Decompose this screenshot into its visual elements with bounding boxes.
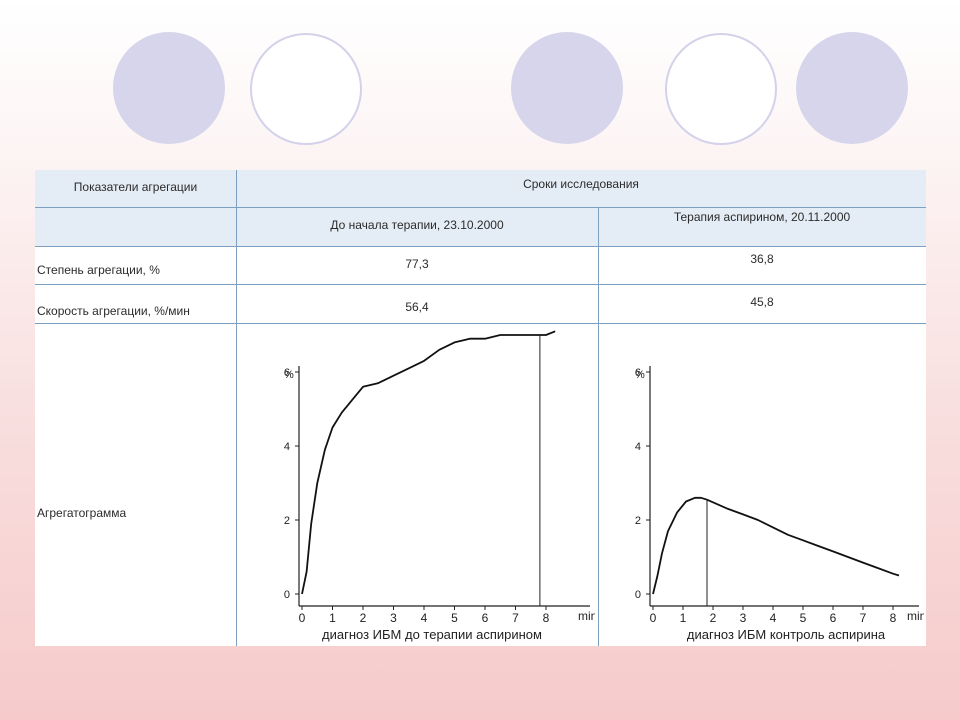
y-axis-label: % <box>635 369 645 381</box>
header-indicators: Показатели агрегации <box>73 180 198 194</box>
y-tick-label: 0 <box>635 589 641 601</box>
y-tick-label: 2 <box>284 515 290 527</box>
table-rule <box>35 323 926 324</box>
aggregation-curve <box>301 330 556 595</box>
x-tick-label: 5 <box>800 611 807 625</box>
decor-circle-5 <box>796 32 908 144</box>
header-terms: Сроки исследования <box>523 177 639 191</box>
table-rule <box>35 207 926 208</box>
x-tick-label: 3 <box>390 611 397 625</box>
x-tick-label: 4 <box>770 611 777 625</box>
x-tick-label: 2 <box>710 611 717 625</box>
y-tick-label: 4 <box>284 441 290 453</box>
y-tick-label: 6 <box>635 367 641 379</box>
column-header-before-therapy: До начала терапии, 23.10.2000 <box>330 218 504 232</box>
row-label-degree: Степень агрегации, % <box>37 263 160 277</box>
table-header-bg <box>35 170 926 246</box>
y-axis-label: % <box>284 369 294 381</box>
y-tick-label: 4 <box>635 441 641 453</box>
y-tick-label: 6 <box>284 367 290 379</box>
table-rule <box>598 207 599 646</box>
x-tick-label: 0 <box>650 611 657 625</box>
chart-caption: диагноз ИБМ контроль аспирина <box>687 627 886 642</box>
value-speed-after: 45,8 <box>750 295 774 309</box>
x-unit-label: min <box>578 609 595 623</box>
x-tick-label: 7 <box>860 611 867 625</box>
column-header-aspirin-therapy: Терапия аспирином, 20.11.2000 <box>673 210 851 224</box>
decor-circle-1 <box>113 32 225 144</box>
x-unit-label: min <box>907 609 924 623</box>
x-tick-label: 1 <box>329 611 336 625</box>
x-tick-label: 5 <box>451 611 458 625</box>
x-tick-label: 0 <box>299 611 306 625</box>
value-degree-after: 36,8 <box>750 252 774 266</box>
x-tick-label: 2 <box>360 611 367 625</box>
decor-circle-4 <box>665 33 777 145</box>
x-tick-label: 4 <box>421 611 428 625</box>
aggregation-curve <box>652 496 900 595</box>
y-tick-label: 2 <box>635 515 641 527</box>
decor-circle-2 <box>250 33 362 145</box>
row-label-aggregatogram: Агрегатограмма <box>37 506 127 520</box>
y-tick-label: 0 <box>284 589 290 601</box>
value-speed-before: 56,4 <box>405 300 429 314</box>
x-tick-label: 8 <box>543 611 550 625</box>
decor-circle-3 <box>511 32 623 144</box>
x-tick-label: 6 <box>830 611 837 625</box>
table-rule <box>236 170 237 646</box>
aggregatogram-aspirin-control: % 0 2 4 6 0 1 2 3 4 5 6 7 8 min диагноз ИБМ контроль ас… <box>635 366 924 642</box>
x-tick-label: 8 <box>890 611 897 625</box>
row-label-speed: Скорость агрегации, %/мин <box>37 304 190 318</box>
aggregatogram-before-therapy: % 0 2 4 6 0 1 2 3 4 5 6 7 8 min диагноз ИБМ до терапии … <box>284 330 595 642</box>
table-rule <box>35 246 926 247</box>
value-degree-before: 77,3 <box>405 257 429 271</box>
x-tick-label: 1 <box>680 611 687 625</box>
x-tick-label: 6 <box>482 611 489 625</box>
aggregation-table: Показатели агрегации Сроки исследования … <box>35 170 926 646</box>
table-rule <box>35 284 926 285</box>
x-tick-label: 7 <box>512 611 519 625</box>
chart-caption: диагноз ИБМ до терапии аспирином <box>322 627 542 642</box>
x-tick-label: 3 <box>740 611 747 625</box>
